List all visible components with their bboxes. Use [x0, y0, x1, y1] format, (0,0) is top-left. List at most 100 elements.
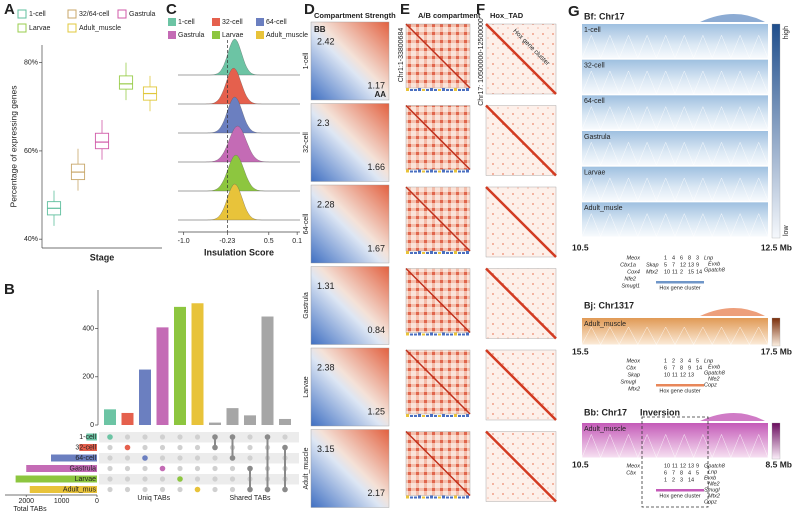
panel-label: B: [4, 281, 15, 298]
cluster-bar: [656, 489, 704, 492]
tad-diagonal: [485, 267, 557, 340]
matrix-dot-empty: [159, 455, 166, 461]
set-label: Adult_mus: [63, 486, 97, 493]
row-label: 32-cell: [303, 132, 310, 153]
ab-track: [462, 252, 465, 254]
matrix-dot-empty: [212, 476, 218, 482]
axis-start: 10.5: [572, 242, 589, 252]
tad-triangle: [637, 141, 657, 166]
row-label: 1-cell: [584, 27, 601, 34]
matrix-dot-empty: [229, 465, 236, 472]
aa-value: 1.17: [367, 80, 385, 90]
hox-label: 3: [680, 358, 683, 364]
matrix-dot-empty: [212, 486, 218, 493]
ab-track: [466, 169, 469, 173]
legend-swatch: [117, 9, 127, 19]
set-size-bar: [51, 454, 97, 462]
ab-track: [422, 496, 425, 499]
tad-triangle: [656, 105, 676, 130]
tad-triangle: [637, 34, 657, 59]
matrix-dot-empty: [194, 465, 201, 472]
x-tick-label: 0.5: [264, 238, 274, 245]
hox-label: 9: [696, 463, 699, 469]
matrix-dot-empty: [177, 486, 183, 493]
hox-label: 2: [672, 477, 675, 483]
cluster-bar: [656, 281, 704, 284]
ab-track: [450, 496, 453, 499]
legend-swatch: [212, 18, 220, 26]
set-label: 64-cell: [75, 455, 96, 462]
panel-title: A/B compartment: [418, 11, 481, 20]
matrix-dot-empty: [142, 486, 148, 493]
gene-label: Evxb: [704, 475, 716, 481]
gene-label: Mtx2: [708, 493, 720, 499]
axis-start: 10.5: [572, 459, 589, 469]
tad-triangle: [656, 177, 676, 201]
ab-track: [410, 415, 413, 417]
matrix-dot: [194, 486, 201, 493]
ab-track: [450, 89, 453, 91]
tad-triangle: [581, 212, 601, 237]
legend-label: 1-cell: [178, 19, 195, 26]
ab-track: [410, 252, 413, 254]
hic-map: [582, 423, 768, 458]
axis-end: 17.5 Mb: [761, 346, 792, 356]
hox-label: 6: [664, 365, 667, 371]
gene-label: Gpatch8: [704, 267, 726, 273]
legend-label: Adult_muscle: [79, 25, 121, 32]
tad-triangle: [693, 105, 713, 130]
ab-track: [418, 332, 421, 336]
ridge: [178, 125, 300, 163]
row-label: Gastrula: [584, 134, 611, 141]
hox-label: 7: [672, 470, 675, 476]
row-label: 1-cell: [303, 52, 310, 69]
hox-label: 14: [688, 477, 694, 483]
hox-label: 12: [680, 372, 686, 378]
ab-track: [418, 414, 421, 417]
domain-arc: [700, 413, 765, 421]
tad-triangle: [618, 141, 639, 166]
legend-label: Gastrula: [129, 11, 156, 18]
hox-label: 13: [688, 463, 694, 469]
ab-track: [406, 88, 409, 91]
ab-track: [466, 251, 469, 254]
hox-label: 8: [680, 470, 683, 476]
tad-triangle: [618, 326, 639, 345]
hox-label: 6: [680, 255, 683, 261]
aa-value: 1.67: [367, 243, 385, 253]
track-title: Bb: Chr17: [584, 407, 627, 417]
matrix-dot-empty: [177, 465, 183, 472]
ab-track: [418, 251, 421, 254]
matrix-dot: [212, 434, 218, 440]
legend-swatch: [212, 31, 220, 39]
ab-diagonal: [405, 267, 471, 334]
tad-diagonal: [485, 430, 557, 503]
hox-label: 7: [672, 262, 675, 268]
matrix-dot-empty: [194, 444, 201, 451]
tad-triangle: [749, 34, 769, 59]
ab-track: [442, 495, 445, 499]
tad-triangle: [674, 105, 694, 130]
matrix-dot-empty: [124, 465, 131, 472]
ab-track: [442, 332, 445, 336]
tad-triangle: [674, 212, 694, 237]
panel-title: Compartment Strength: [314, 11, 396, 20]
tad-triangle: [674, 177, 694, 201]
set-size-bar: [15, 475, 97, 483]
ab-track: [454, 332, 457, 336]
ab-track: [434, 252, 437, 254]
tad-triangle: [693, 326, 713, 345]
bar: [174, 306, 186, 425]
ridge: [178, 68, 300, 105]
hox-label: 10: [664, 269, 670, 275]
colorbar-label: low: [783, 225, 790, 236]
y-tick-label: 40%: [24, 236, 38, 243]
legend-swatch: [67, 23, 77, 33]
ab-track: [418, 88, 421, 91]
legend-label: 1-cell: [29, 11, 46, 18]
x-tick-label: 0: [95, 498, 99, 505]
ab-track: [450, 415, 453, 417]
tad-triangle: [674, 326, 694, 345]
tad-triangle: [581, 70, 601, 94]
matrix-dot: [177, 476, 183, 482]
